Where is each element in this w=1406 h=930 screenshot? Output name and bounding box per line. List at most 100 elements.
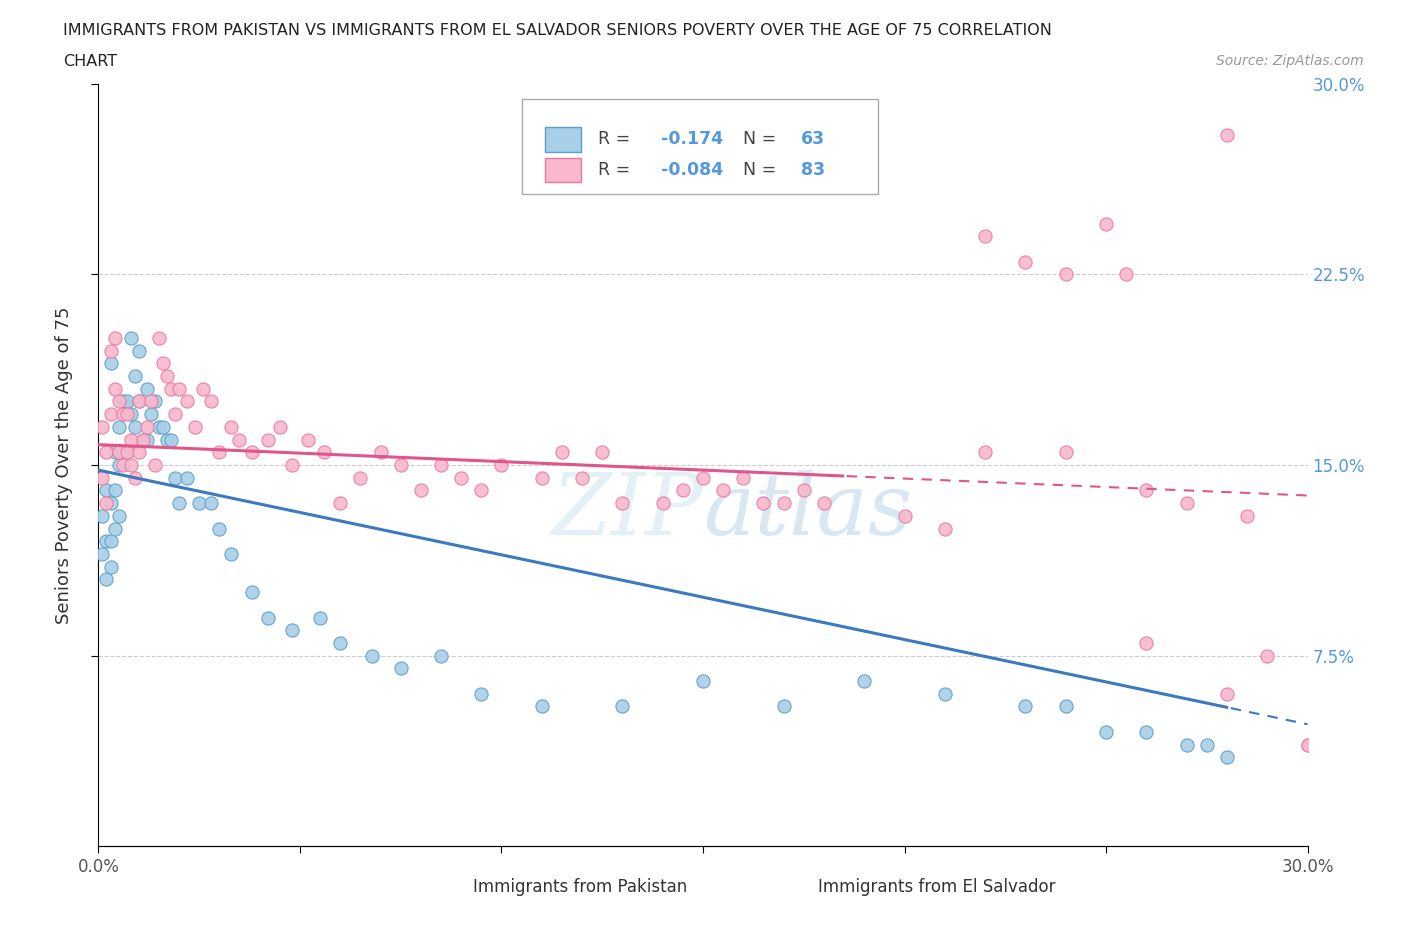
- Point: [184, 419, 207, 434]
- Point: [176, 394, 198, 409]
- Point: [361, 648, 384, 663]
- Text: atlas: atlas: [703, 470, 912, 552]
- Point: [120, 330, 142, 345]
- Point: [1014, 699, 1036, 714]
- Point: [152, 356, 174, 371]
- Point: [1135, 724, 1157, 739]
- Point: [124, 368, 146, 383]
- Point: [297, 432, 319, 447]
- Point: [176, 471, 198, 485]
- Text: Immigrants from Pakistan: Immigrants from Pakistan: [474, 879, 688, 897]
- Point: [91, 509, 114, 524]
- Point: [208, 521, 231, 536]
- Point: [692, 471, 714, 485]
- Point: [132, 432, 155, 447]
- Point: [208, 445, 231, 459]
- Point: [711, 483, 734, 498]
- Point: [143, 458, 166, 472]
- Point: [107, 419, 129, 434]
- Point: [612, 699, 634, 714]
- Point: [309, 610, 332, 625]
- Point: [1175, 737, 1198, 752]
- Y-axis label: Seniors Poverty Over the Age of 75: Seniors Poverty Over the Age of 75: [55, 306, 73, 624]
- Text: IMMIGRANTS FROM PAKISTAN VS IMMIGRANTS FROM EL SALVADOR SENIORS POVERTY OVER THE: IMMIGRANTS FROM PAKISTAN VS IMMIGRANTS F…: [63, 23, 1052, 38]
- Point: [530, 699, 553, 714]
- Point: [793, 483, 815, 498]
- Point: [96, 496, 118, 511]
- Point: [1175, 496, 1198, 511]
- Point: [167, 381, 190, 396]
- FancyBboxPatch shape: [544, 158, 581, 182]
- Point: [733, 471, 755, 485]
- Point: [163, 406, 186, 421]
- Point: [111, 445, 134, 459]
- Point: [1054, 699, 1077, 714]
- Point: [135, 419, 157, 434]
- Point: [128, 394, 150, 409]
- Point: [1054, 445, 1077, 459]
- Point: [200, 394, 222, 409]
- Point: [103, 330, 125, 345]
- Point: [115, 394, 138, 409]
- Point: [96, 572, 118, 587]
- Point: [163, 471, 186, 485]
- FancyBboxPatch shape: [425, 874, 464, 901]
- Point: [148, 330, 170, 345]
- Point: [111, 406, 134, 421]
- Point: [409, 483, 432, 498]
- Point: [115, 445, 138, 459]
- Point: [103, 521, 125, 536]
- Point: [132, 432, 155, 447]
- Text: ZIP: ZIP: [551, 470, 703, 552]
- Point: [389, 661, 412, 676]
- Point: [470, 483, 492, 498]
- Point: [672, 483, 695, 498]
- Text: 83: 83: [801, 161, 825, 179]
- Point: [281, 623, 304, 638]
- Point: [128, 445, 150, 459]
- Point: [111, 394, 134, 409]
- Point: [329, 635, 352, 650]
- FancyBboxPatch shape: [769, 874, 808, 901]
- Point: [148, 419, 170, 434]
- Point: [156, 432, 179, 447]
- Point: [120, 406, 142, 421]
- Point: [107, 509, 129, 524]
- Point: [107, 458, 129, 472]
- Point: [160, 381, 183, 396]
- Point: [853, 673, 876, 688]
- Point: [1236, 509, 1258, 524]
- Text: -0.174: -0.174: [661, 130, 723, 149]
- Point: [221, 547, 243, 562]
- Point: [281, 458, 304, 472]
- Point: [124, 471, 146, 485]
- Point: [893, 509, 915, 524]
- Point: [103, 483, 125, 498]
- Point: [430, 458, 453, 472]
- Point: [100, 496, 122, 511]
- Point: [221, 419, 243, 434]
- Point: [107, 445, 129, 459]
- Point: [100, 343, 122, 358]
- Point: [107, 394, 129, 409]
- Point: [240, 585, 263, 600]
- Point: [188, 496, 211, 511]
- Point: [228, 432, 250, 447]
- Text: Source: ZipAtlas.com: Source: ZipAtlas.com: [1216, 54, 1364, 68]
- Point: [135, 381, 157, 396]
- Point: [1135, 483, 1157, 498]
- Point: [269, 419, 291, 434]
- Point: [139, 406, 162, 421]
- Point: [120, 432, 142, 447]
- Point: [934, 521, 956, 536]
- Point: [96, 534, 118, 549]
- Text: R =: R =: [598, 161, 636, 179]
- Point: [160, 432, 183, 447]
- Point: [91, 419, 114, 434]
- Point: [314, 445, 336, 459]
- Point: [772, 496, 794, 511]
- Point: [1115, 267, 1137, 282]
- Point: [128, 394, 150, 409]
- Text: Immigrants from El Salvador: Immigrants from El Salvador: [818, 879, 1056, 897]
- Text: 63: 63: [801, 130, 825, 149]
